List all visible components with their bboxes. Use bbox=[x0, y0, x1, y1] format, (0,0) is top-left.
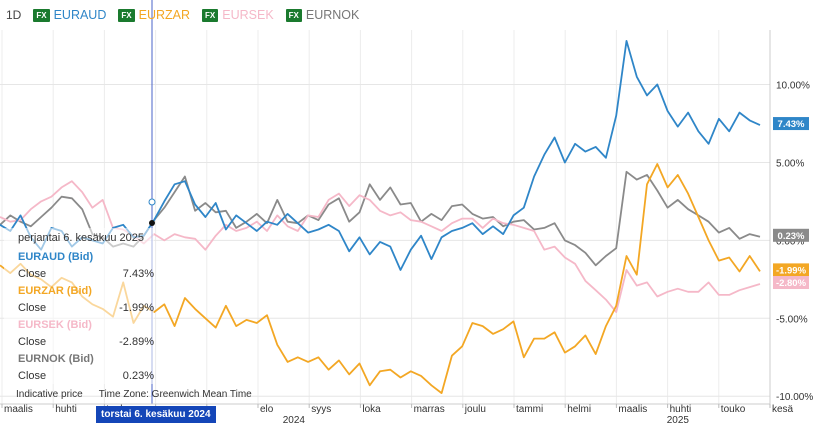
tooltip-close-label: Close bbox=[18, 267, 47, 280]
legend-label: EURNOK bbox=[305, 8, 360, 22]
x-tick-label: marras bbox=[414, 404, 445, 415]
fx-icon: FX bbox=[118, 8, 135, 22]
tooltip-close-value: 7.43% bbox=[122, 267, 154, 280]
end-label-bg bbox=[773, 228, 809, 242]
end-label-bg bbox=[773, 117, 809, 131]
crosshair-date-flag: torstai 6. kesäkuu 2024 bbox=[96, 406, 216, 423]
end-label-eurnok: 0.23% bbox=[778, 231, 805, 242]
legend-label: EURSEK bbox=[222, 8, 274, 22]
end-label-eurzar: -1.99% bbox=[776, 265, 807, 276]
legend-item-eurzar[interactable]: FX EURZAR bbox=[118, 8, 190, 22]
legend-label: EURAUD bbox=[53, 8, 107, 22]
legend-item-euraud[interactable]: FX EURAUD bbox=[33, 8, 106, 22]
x-tick-label: tammi bbox=[516, 404, 543, 415]
end-label-eursek: -2.80% bbox=[776, 278, 807, 289]
fx-icon: FX bbox=[285, 8, 302, 22]
crosshair-marker bbox=[149, 220, 155, 226]
x-tick-label: maalis bbox=[4, 404, 33, 415]
y-tick-label: -10.00% bbox=[776, 392, 813, 403]
y-tick-label: 5.00% bbox=[776, 158, 804, 169]
fx-icon: FX bbox=[202, 8, 219, 22]
x-tick-label: kesä bbox=[772, 404, 794, 415]
indicative-price-note: Indicative price bbox=[16, 389, 83, 400]
crosshair-tooltip: perjantai 6. kesäkuu 2025 EURAUD (Bid) C… bbox=[4, 228, 154, 384]
x-tick-label: helmi bbox=[567, 404, 591, 415]
tooltip-series-name: EURZAR (Bid) bbox=[18, 284, 92, 297]
x-tick-label: maalis bbox=[618, 404, 647, 415]
x-tick-label: joulu bbox=[464, 404, 486, 415]
legend-item-eurnok[interactable]: FX EURNOK bbox=[285, 8, 360, 22]
x-tick-label: touko bbox=[721, 404, 746, 415]
tooltip-close-label: Close bbox=[18, 369, 47, 382]
tooltip-date: perjantai 6. kesäkuu 2025 bbox=[18, 232, 144, 244]
y-tick-label: 0.00% bbox=[776, 236, 804, 247]
tooltip-close-value: -1.99% bbox=[119, 301, 154, 314]
end-label-bg bbox=[773, 276, 809, 290]
tooltip-series-name: EURAUD (Bid) bbox=[18, 250, 94, 263]
y-tick-label: 10.00% bbox=[776, 81, 810, 92]
tooltip-close-label: Close bbox=[18, 301, 47, 314]
end-label-euraud: 7.43% bbox=[778, 119, 805, 130]
timezone-note: Time Zone: Greenwich Mean Time bbox=[98, 389, 252, 400]
tooltip-close-value: 0.23% bbox=[122, 369, 154, 382]
y-axis-ticks: 10.00% 5.00% 0.00% -5.00% -10.00% bbox=[776, 81, 813, 404]
tooltip-series-name: EURSEK (Bid) bbox=[18, 318, 92, 331]
end-label-bg bbox=[773, 263, 809, 277]
y-tick-label: -5.00% bbox=[776, 314, 808, 325]
x-tick-label: elo bbox=[260, 404, 274, 415]
chart-toolbar: 1D FX EURAUD FX EURZAR FX EURSEK FX EURN… bbox=[0, 0, 819, 30]
vertical-gridlines bbox=[1, 30, 771, 404]
year-label: 2025 bbox=[667, 415, 690, 425]
legend-label: EURZAR bbox=[138, 8, 191, 22]
x-tick-label: syys bbox=[311, 404, 331, 415]
x-tick-label: huhti bbox=[55, 404, 77, 415]
series-end-labels: 7.43% -1.99% -2.80% 0.23% bbox=[773, 117, 809, 290]
x-tick-label: loka bbox=[362, 404, 381, 415]
legend-item-eursek[interactable]: FX EURSEK bbox=[202, 8, 274, 22]
crosshair-marker-top bbox=[148, 198, 156, 206]
fx-icon: FX bbox=[33, 8, 50, 22]
year-label: 2024 bbox=[283, 415, 306, 425]
tooltip-series-name: EURNOK (Bid) bbox=[18, 352, 94, 365]
footer-note: Indicative price Time Zone: Greenwich Me… bbox=[0, 389, 252, 400]
period-selector[interactable]: 1D bbox=[6, 8, 22, 22]
tooltip-close-label: Close bbox=[18, 335, 47, 348]
x-tick-label: huhti bbox=[670, 404, 692, 415]
tooltip-close-value: -2.89% bbox=[119, 335, 154, 348]
year-labels: 2024 2025 bbox=[283, 415, 690, 425]
